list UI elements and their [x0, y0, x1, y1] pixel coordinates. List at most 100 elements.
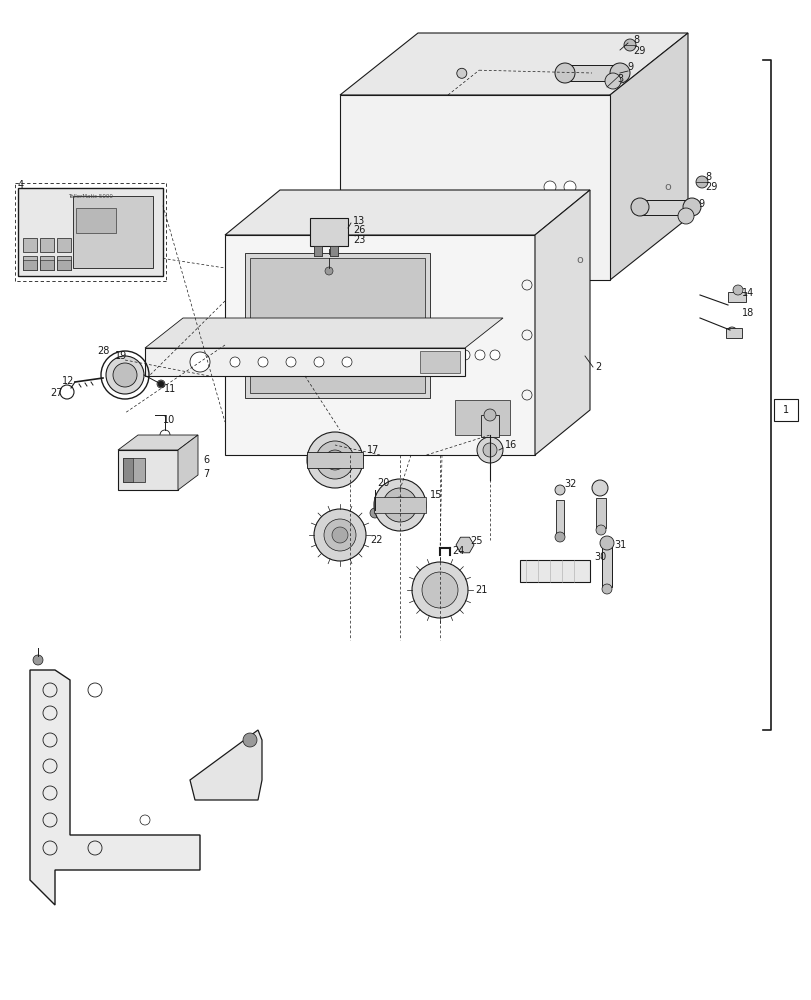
Circle shape: [564, 181, 575, 193]
Text: 12: 12: [62, 376, 75, 386]
Circle shape: [609, 63, 629, 83]
Bar: [76, 208, 116, 233]
Circle shape: [601, 584, 611, 594]
Circle shape: [604, 73, 620, 89]
Bar: [40, 256, 54, 270]
Text: 28: 28: [97, 346, 109, 356]
Text: 29: 29: [704, 182, 716, 192]
Polygon shape: [534, 190, 590, 455]
Circle shape: [314, 509, 366, 561]
Bar: [601, 545, 611, 587]
Bar: [639, 200, 691, 215]
Bar: [57, 260, 71, 270]
Circle shape: [392, 497, 407, 513]
Circle shape: [106, 356, 144, 394]
Polygon shape: [340, 33, 687, 95]
Polygon shape: [456, 537, 474, 553]
Circle shape: [230, 357, 240, 367]
Bar: [23, 260, 37, 270]
Text: 6: 6: [203, 455, 209, 465]
Polygon shape: [310, 218, 348, 246]
Circle shape: [370, 508, 380, 518]
Circle shape: [591, 480, 607, 496]
Bar: [40, 238, 54, 252]
Bar: [23, 238, 37, 252]
Bar: [57, 256, 71, 270]
Text: 17: 17: [367, 445, 379, 455]
Circle shape: [554, 63, 574, 83]
Bar: [725, 328, 741, 338]
Bar: [480, 415, 499, 437]
Circle shape: [324, 450, 345, 470]
Bar: [314, 246, 322, 256]
Text: 31: 31: [613, 540, 625, 550]
Text: 9: 9: [697, 199, 703, 209]
Bar: [595, 498, 605, 528]
Circle shape: [383, 488, 417, 522]
Circle shape: [285, 357, 296, 367]
Circle shape: [483, 443, 496, 457]
Circle shape: [158, 381, 164, 387]
Circle shape: [554, 532, 564, 542]
Circle shape: [599, 536, 613, 550]
Bar: [564, 65, 620, 81]
Circle shape: [374, 479, 426, 531]
Bar: [419, 351, 460, 373]
Text: 3: 3: [616, 74, 622, 84]
Bar: [122, 458, 133, 482]
Text: 14: 14: [741, 288, 753, 298]
Polygon shape: [30, 670, 200, 905]
Bar: [556, 500, 564, 535]
Circle shape: [415, 346, 433, 364]
Text: 1: 1: [782, 405, 788, 415]
Text: 9: 9: [626, 62, 633, 72]
Bar: [329, 246, 337, 256]
Circle shape: [314, 357, 324, 367]
Circle shape: [554, 485, 564, 495]
Text: 16: 16: [504, 440, 517, 450]
Circle shape: [483, 409, 496, 421]
Polygon shape: [118, 435, 198, 450]
Circle shape: [324, 267, 333, 275]
Polygon shape: [225, 235, 534, 455]
FancyBboxPatch shape: [773, 399, 797, 421]
Circle shape: [258, 357, 268, 367]
Text: o: o: [576, 255, 582, 265]
Bar: [57, 238, 71, 252]
Circle shape: [460, 350, 470, 360]
Text: 27: 27: [50, 388, 62, 398]
Text: 7: 7: [203, 469, 209, 479]
Circle shape: [315, 441, 354, 479]
Polygon shape: [340, 95, 609, 280]
Circle shape: [341, 357, 351, 367]
Circle shape: [489, 350, 500, 360]
Text: o: o: [664, 182, 671, 192]
Text: TellerMatic 5000: TellerMatic 5000: [67, 194, 112, 199]
Circle shape: [726, 327, 736, 337]
Bar: [122, 458, 145, 482]
Bar: [519, 560, 590, 582]
Polygon shape: [225, 190, 590, 235]
Circle shape: [476, 437, 502, 463]
Text: 2: 2: [594, 362, 600, 372]
Circle shape: [595, 525, 605, 535]
Text: 29: 29: [633, 46, 645, 56]
Circle shape: [543, 181, 556, 193]
Text: 15: 15: [430, 490, 442, 500]
Circle shape: [474, 350, 484, 360]
Circle shape: [732, 285, 742, 295]
Polygon shape: [178, 435, 198, 490]
Circle shape: [242, 733, 257, 747]
Bar: [374, 497, 426, 513]
Polygon shape: [145, 348, 465, 376]
Circle shape: [623, 39, 635, 51]
Bar: [73, 196, 152, 268]
Circle shape: [457, 68, 466, 78]
Text: 18: 18: [741, 308, 753, 318]
Text: 8: 8: [704, 172, 710, 182]
Text: 19: 19: [115, 351, 127, 361]
Text: 24: 24: [452, 546, 464, 556]
Circle shape: [630, 198, 648, 216]
Bar: [314, 246, 322, 256]
Bar: [727, 292, 745, 302]
